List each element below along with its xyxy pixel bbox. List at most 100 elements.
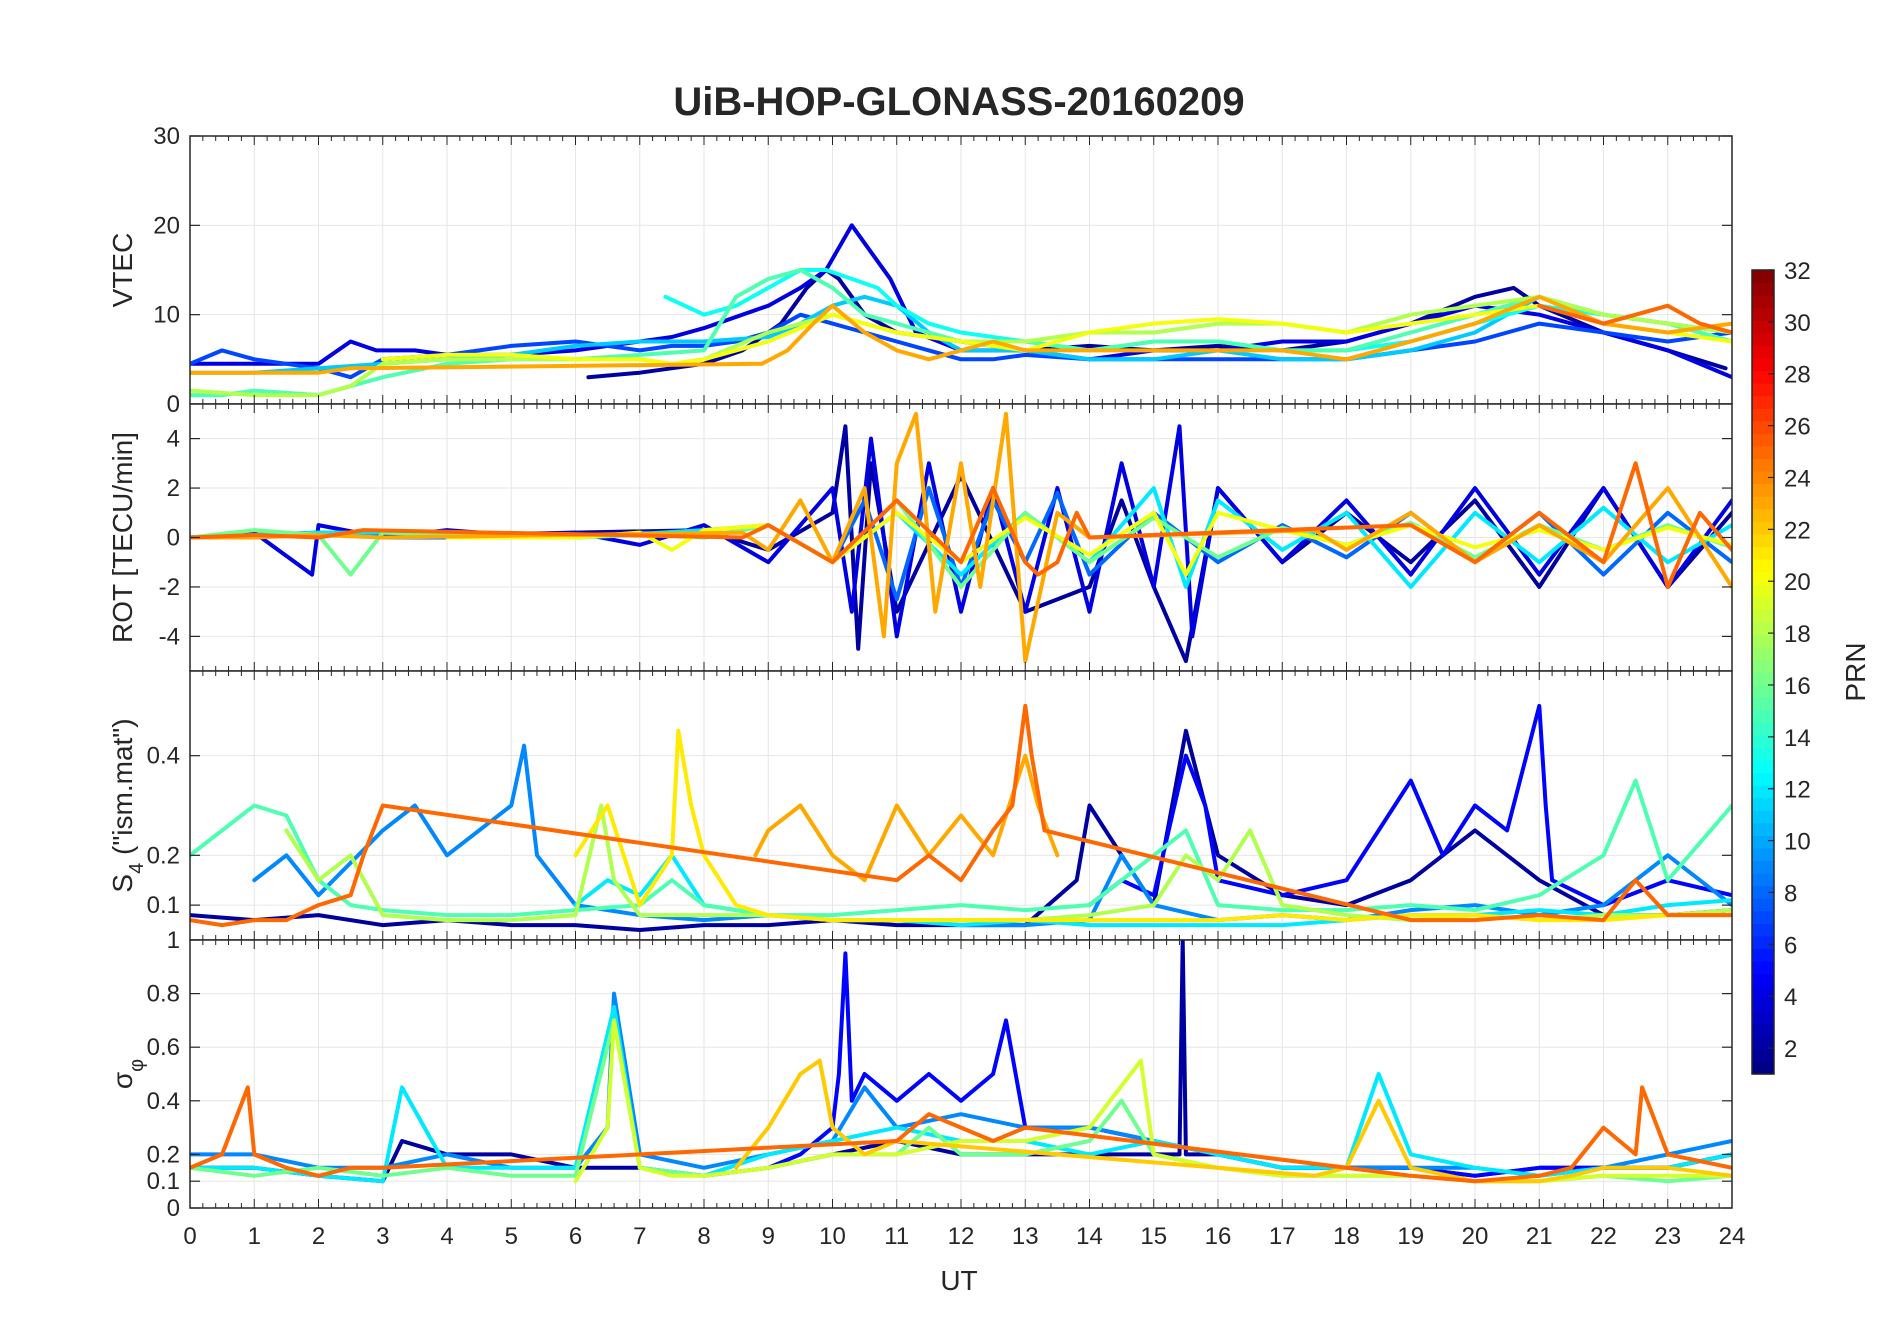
x-tick-label: 5 <box>505 1223 518 1250</box>
y-tick-label: 0.8 <box>147 981 180 1008</box>
colorbar-tick-label: 14 <box>1784 725 1811 752</box>
colorbar-swatch <box>1752 445 1774 460</box>
panel-rot-traces <box>190 411 1732 664</box>
colorbar-swatch <box>1752 546 1774 560</box>
series-prn-20 <box>445 510 1732 577</box>
y-tick-label: 0.1 <box>147 892 180 919</box>
colorbar-swatch <box>1752 496 1774 510</box>
colorbar-swatch <box>1752 1061 1774 1075</box>
colorbar-swatch <box>1752 759 1774 774</box>
y-tick-label: -4 <box>159 623 180 650</box>
colorbar-swatch <box>1752 898 1774 912</box>
colorbar-swatch <box>1752 408 1774 422</box>
colorbar-tick-label: 20 <box>1784 569 1811 596</box>
y-tick-label: 0.4 <box>147 1088 180 1115</box>
colorbar-swatch <box>1752 684 1774 698</box>
panel-s4-y-label: S4 ("ism.mat") <box>107 718 148 892</box>
colorbar-swatch <box>1752 709 1774 723</box>
series-prn-20 <box>380 303 1732 366</box>
y-tick-label: 0.1 <box>147 1168 180 1195</box>
chart-title: UiB-HOP-GLONASS-20160209 <box>673 80 1244 124</box>
colorbar-swatch <box>1752 1011 1774 1025</box>
colorbar-swatch <box>1752 433 1774 447</box>
colorbar-swatch <box>1752 634 1774 648</box>
colorbar-swatch <box>1752 810 1774 824</box>
colorbar-swatch <box>1752 370 1774 384</box>
colorbar-swatch <box>1752 734 1774 748</box>
colorbar-swatch <box>1752 395 1774 409</box>
colorbar-swatch <box>1752 998 1774 1012</box>
colorbar-swatch <box>1752 483 1774 497</box>
x-tick-label: 9 <box>762 1223 775 1250</box>
x-tick-label: 7 <box>633 1223 646 1250</box>
colorbar-swatch <box>1752 332 1774 346</box>
colorbar-swatch <box>1752 986 1774 1000</box>
colorbar-swatch <box>1752 885 1774 899</box>
colorbar-swatch <box>1752 860 1774 874</box>
y-tick-label: 2 <box>167 475 180 502</box>
panel-sigma_phi-y-label: σφ <box>107 1059 148 1089</box>
colorbar-swatch <box>1752 282 1774 296</box>
series-prn-15 <box>190 778 1732 918</box>
colorbar-swatch <box>1752 1023 1774 1037</box>
colorbar-tick-label: 28 <box>1784 362 1811 389</box>
y-tick-label: 0 <box>167 1195 180 1222</box>
colorbar-tick-label: 24 <box>1784 465 1811 492</box>
colorbar-swatch <box>1752 295 1774 309</box>
colorbar-tick-label: 32 <box>1784 258 1811 285</box>
x-axis-label: UT <box>940 1265 977 1296</box>
colorbar-swatch <box>1752 847 1774 862</box>
y-tick-label: 0.2 <box>147 1141 180 1168</box>
colorbar-swatch <box>1752 822 1774 836</box>
panel-vtec-y-label: VTEC <box>107 233 138 308</box>
colorbar-swatch <box>1752 558 1774 573</box>
x-tick-label: 21 <box>1526 1223 1553 1250</box>
colorbar-swatch <box>1752 571 1774 585</box>
colorbar-tick-label: 16 <box>1784 673 1811 700</box>
colorbar-tick-label: 6 <box>1784 932 1797 959</box>
panel-vtec-traces <box>190 223 1732 398</box>
colorbar-tick-label: 10 <box>1784 829 1811 856</box>
colorbar-swatch <box>1752 621 1774 635</box>
y-tick-label: 30 <box>153 123 180 150</box>
colorbar-swatch <box>1752 270 1774 284</box>
colorbar-swatch <box>1752 458 1774 472</box>
colorbar-swatch <box>1752 307 1774 321</box>
colorbar-swatch <box>1752 345 1774 359</box>
colorbar-tick-label: 2 <box>1784 1036 1797 1063</box>
colorbar-swatch <box>1752 772 1774 786</box>
panel-s4: 0.1 0.2 0.4S4 ("ism.mat") <box>107 670 1733 941</box>
series-prn-12 <box>573 853 1732 928</box>
colorbar-tick-label: 22 <box>1784 517 1811 544</box>
colorbar-swatch <box>1752 471 1774 485</box>
x-tick-label: 20 <box>1462 1223 1489 1250</box>
colorbar-swatch <box>1752 722 1774 736</box>
colorbar-swatch <box>1752 357 1774 372</box>
panel-sigma_phi-traces <box>190 940 1732 1184</box>
x-tick-label: 13 <box>1012 1223 1039 1250</box>
y-tick-label: 1 <box>167 927 180 954</box>
x-tick-label: 3 <box>376 1223 389 1250</box>
colorbar-frame <box>1751 269 1775 1075</box>
colorbar-swatch <box>1752 785 1774 799</box>
x-tick-label: 6 <box>569 1223 582 1250</box>
y-tick-label: 10 <box>153 302 180 329</box>
panel-vtec: 0 10 20 30 VTEC <box>107 123 1733 418</box>
colorbar-swatch <box>1752 935 1774 949</box>
x-tick-label: 12 <box>948 1223 975 1250</box>
series-prn-23 <box>190 411 1732 664</box>
x-tick-label: 2 <box>312 1223 325 1250</box>
colorbar-swatch <box>1752 508 1774 522</box>
series-prn-25 <box>190 461 1732 589</box>
colorbar-swatch <box>1752 747 1774 761</box>
colorbar-swatch <box>1752 533 1774 547</box>
colorbar-tick-label: 18 <box>1784 621 1811 648</box>
series-prn-23 <box>753 753 1060 883</box>
colorbar-swatch <box>1752 521 1774 535</box>
x-tick-label: 10 <box>819 1223 846 1250</box>
panel-rot-y-label: ROT [TECU/min] <box>107 432 138 643</box>
x-tick-label: 0 <box>183 1223 196 1250</box>
